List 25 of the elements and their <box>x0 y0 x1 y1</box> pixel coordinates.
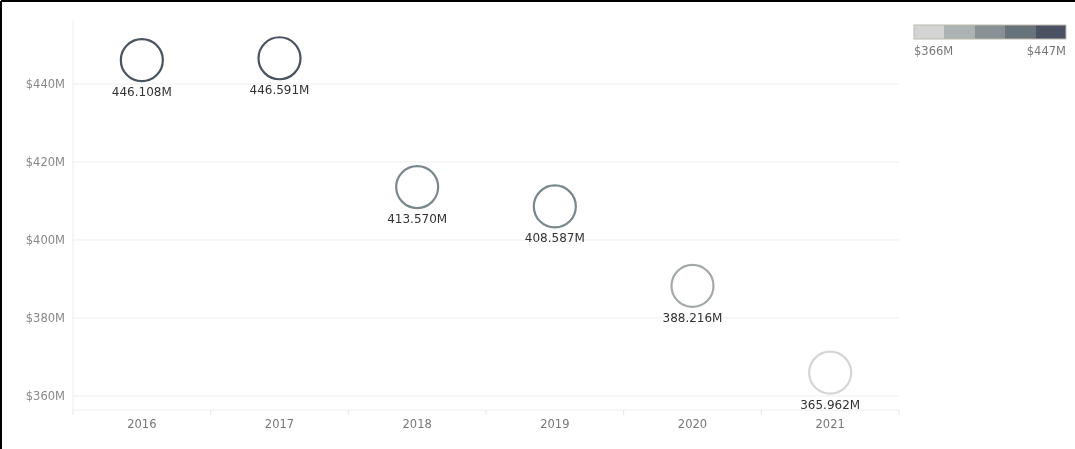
x-tick-label: 2021 <box>815 417 845 431</box>
color-bar-label: $447M <box>1026 44 1066 58</box>
data-label: 408.587M <box>524 231 585 246</box>
data-label: 388.216M <box>662 310 723 325</box>
y-tick-label: $360M <box>25 388 65 403</box>
y-tick-label: $400M <box>25 232 65 247</box>
x-tick-label: 2020 <box>677 417 708 431</box>
data-label: 365.962M <box>800 397 861 412</box>
y-tick-label: $440M <box>25 76 65 91</box>
y-tick-label: $420M <box>25 154 65 169</box>
data-label: 413.570M <box>387 212 448 227</box>
y-tick-label: $380M <box>25 310 65 325</box>
point <box>532 184 577 229</box>
x-tick-label: 2019 <box>540 417 570 431</box>
point <box>395 164 440 210</box>
point <box>119 38 164 83</box>
data-label: 446.591M <box>249 83 310 98</box>
x-tick-label: 2018 <box>402 417 432 431</box>
x-tick-label: 2016 <box>127 417 157 431</box>
point <box>257 36 302 81</box>
point <box>808 350 853 395</box>
x-tick-label: 2017 <box>264 417 295 431</box>
point <box>670 263 715 309</box>
data-label: 446.108M <box>111 85 172 100</box>
color-bar-label: $366M <box>914 44 954 58</box>
